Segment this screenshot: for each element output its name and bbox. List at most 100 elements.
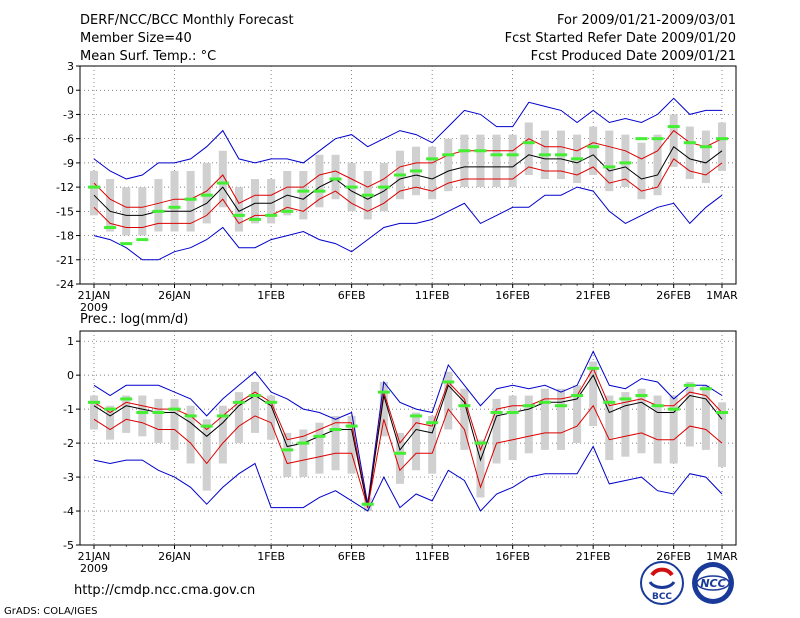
spread-box <box>621 134 630 188</box>
spread-box <box>379 381 388 437</box>
spread-box <box>218 150 227 208</box>
observation-marker <box>571 394 584 398</box>
observation-marker <box>490 411 503 415</box>
observation-marker <box>458 149 471 153</box>
series-line-minimum <box>93 186 723 261</box>
spread-box <box>170 398 179 450</box>
series-line-maximum <box>93 97 722 180</box>
y-tick-label: -5 <box>63 539 74 552</box>
observation-marker <box>426 421 439 425</box>
bcc-logo: BCC <box>640 561 684 605</box>
spread-box <box>492 134 501 188</box>
spread-box <box>717 402 727 467</box>
observation-marker <box>667 407 680 411</box>
x-tick-label: 11FEB <box>415 550 450 563</box>
observation-marker <box>88 185 100 189</box>
x-tick-label: 26FEB <box>656 289 691 302</box>
observation-marker <box>313 434 326 438</box>
x-tick-label: 21FEB <box>576 550 611 563</box>
y-tick-label: 3 <box>67 60 74 73</box>
spread-box <box>186 170 195 232</box>
observation-marker <box>410 414 423 418</box>
observation-marker <box>538 400 551 404</box>
series-line-mean-1-sd <box>93 367 723 508</box>
spread-box <box>653 134 662 196</box>
observation-marker <box>587 145 600 149</box>
observation-marker <box>716 137 728 141</box>
spread-box <box>701 385 710 450</box>
observation-marker <box>522 141 535 145</box>
fcst-produced-date: Fcst Produced Date 2009/01/21 <box>531 49 736 64</box>
spread-box <box>653 395 662 464</box>
observation-marker <box>136 411 149 415</box>
observation-marker <box>716 411 728 415</box>
spread-box <box>669 114 678 167</box>
y-tick-label: -24 <box>56 278 74 291</box>
spread-box <box>460 134 469 188</box>
observation-marker <box>281 448 294 452</box>
y-tick-label: -12 <box>56 181 74 194</box>
spread-box <box>605 130 614 192</box>
observation-marker <box>635 394 648 398</box>
spread-box <box>106 405 115 440</box>
y-tick-label: -9 <box>63 157 74 170</box>
observation-marker <box>442 153 455 157</box>
spread-box <box>138 395 147 437</box>
observation-marker <box>506 411 519 415</box>
observation-marker <box>619 397 632 401</box>
observation-marker <box>393 451 406 455</box>
spread-box <box>428 415 437 474</box>
observation-marker <box>265 400 278 404</box>
spread-box <box>573 385 582 444</box>
spread-box <box>508 395 517 461</box>
fcst-started-date: Fcst Started Refer Date 2009/01/20 <box>505 31 736 46</box>
x-tick-label: 6FEB <box>338 550 366 563</box>
y-tick-label: -15 <box>56 205 74 218</box>
spread-box <box>444 138 453 192</box>
observation-marker <box>120 242 133 246</box>
observation-marker <box>345 424 358 428</box>
spread-box <box>331 154 340 200</box>
observation-marker <box>554 404 567 408</box>
source-url[interactable]: http://cmdp.ncc.cma.gov.cn <box>74 583 255 598</box>
observation-marker <box>699 387 712 391</box>
observation-marker <box>377 390 390 394</box>
y-tick-label: -6 <box>63 133 74 146</box>
x-tick-label: 21JAN <box>78 289 111 302</box>
member-size: Member Size=40 <box>80 31 192 46</box>
x-tick-label: 6FEB <box>338 289 366 302</box>
observation-marker <box>168 407 181 411</box>
spread-box <box>202 419 211 491</box>
spread-box <box>524 122 533 175</box>
x-tick-label: 26JAN <box>158 550 191 563</box>
observation-marker <box>216 414 229 418</box>
observation-marker <box>184 197 197 201</box>
spread-box <box>299 170 308 220</box>
observation-marker <box>329 428 342 432</box>
spread-box <box>476 134 485 188</box>
observation-marker <box>297 189 310 193</box>
y-tick-label: -3 <box>63 108 74 121</box>
observation-marker <box>377 185 390 189</box>
spread-box <box>122 395 131 433</box>
x-tick-label: 1MAR <box>706 550 738 563</box>
observation-marker <box>426 157 439 161</box>
observation-marker <box>152 411 165 415</box>
observation-marker <box>587 366 600 370</box>
spread-box <box>605 395 614 461</box>
spread-box <box>267 179 276 224</box>
spread-box <box>331 415 340 471</box>
spread-box <box>685 381 694 447</box>
x-tick-sublabel: 2009 <box>80 301 108 314</box>
spread-box <box>251 381 260 433</box>
observation-marker <box>200 424 213 428</box>
observation-marker <box>538 153 551 157</box>
spread-box <box>460 388 469 450</box>
x-tick-label: 26JAN <box>158 289 191 302</box>
observation-marker <box>232 213 245 217</box>
observation-marker <box>410 169 423 173</box>
observation-marker <box>651 137 664 141</box>
observation-marker <box>442 380 455 384</box>
x-tick-label: 21FEB <box>576 289 611 302</box>
